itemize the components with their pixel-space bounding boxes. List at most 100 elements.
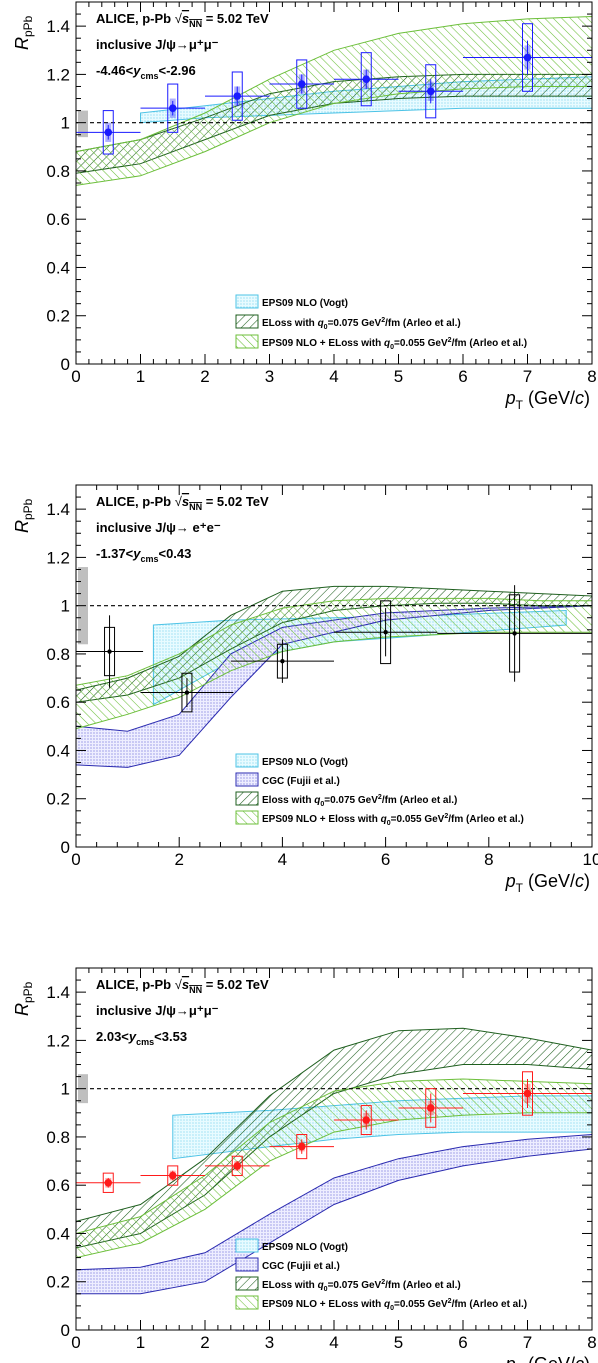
marker xyxy=(362,75,371,84)
y-tick-label: 0.2 xyxy=(46,1273,70,1292)
y-tick-label: 0 xyxy=(61,1321,70,1340)
y-tick-label: 0.4 xyxy=(46,258,70,277)
data-point-5 xyxy=(334,52,399,107)
marker xyxy=(426,1104,435,1112)
marker xyxy=(233,92,242,100)
x-tick-label: 4 xyxy=(329,1333,338,1352)
x-tick-label: 0 xyxy=(71,850,80,869)
y-tick-label: 0.8 xyxy=(46,162,70,181)
y-tick-label: 0.6 xyxy=(46,210,70,229)
data-point-2 xyxy=(140,672,234,713)
legend-swatch-3 xyxy=(235,334,259,349)
plot-area xyxy=(76,1027,592,1295)
y-tick-label: 1.2 xyxy=(46,548,70,567)
x-tick-label: 4 xyxy=(278,850,287,869)
y-tick-label: 1 xyxy=(61,114,70,133)
legend-swatch-3 xyxy=(235,1276,259,1291)
chart-panel-3: 0 1 2 3 4 5 6 7 8 0 0.2 0.4 0.6 0.8 1 1.2 1.4 RpPb pT (GeV… xyxy=(12,967,597,1363)
marker xyxy=(523,1089,532,1098)
y-tick-label: 1.2 xyxy=(46,1031,70,1050)
legend-label-3: ELoss with q0=0.075 GeV2/fm (Arleo et al… xyxy=(262,1279,461,1293)
data-point-2 xyxy=(140,1165,205,1186)
x-tick-label: 8 xyxy=(587,1333,596,1352)
y-tick-label: 0.4 xyxy=(46,741,70,760)
marker xyxy=(280,658,285,664)
model-band-2 xyxy=(76,1133,592,1295)
y-tick-label: 1.4 xyxy=(46,17,70,36)
x-tick-label: 8 xyxy=(484,850,493,869)
marker xyxy=(383,630,388,635)
data-point-2 xyxy=(140,83,205,133)
data-point-3 xyxy=(205,1155,270,1177)
marker xyxy=(168,1171,177,1180)
x-tick-label: 5 xyxy=(394,367,403,386)
marker xyxy=(233,1162,242,1170)
data-point-7 xyxy=(463,23,592,92)
y-tick-label: 0.4 xyxy=(46,1224,70,1243)
data-point-6 xyxy=(398,1088,463,1128)
y-tick-label: 1.2 xyxy=(46,65,70,84)
legend-swatch-1 xyxy=(235,753,259,768)
legend-label-2: ELoss with q0=0.075 GeV2/fm (Arleo et al… xyxy=(262,317,461,331)
data-point-3 xyxy=(205,71,270,121)
legend-label-3: Eloss with q0=0.075 GeV2/fm (Arleo et al… xyxy=(262,794,457,808)
data-point-1 xyxy=(76,615,144,688)
x-tick-label: 1 xyxy=(136,1333,145,1352)
process-label: inclusive J/ψ→μ⁺μ⁻ xyxy=(96,1003,219,1018)
y-tick-label: 0 xyxy=(61,355,70,374)
y-tick-label: 1 xyxy=(61,1080,70,1099)
rapidity-label: -1.37<ycms<0.43 xyxy=(96,546,191,564)
x-tick-label: 10 xyxy=(583,850,598,869)
marker xyxy=(104,1178,113,1187)
legend-swatch-2 xyxy=(235,314,259,329)
data-point-5 xyxy=(437,585,592,682)
legend-swatch-1 xyxy=(235,1238,259,1253)
data-point-3 xyxy=(230,639,334,683)
x-tick-label: 6 xyxy=(458,1333,467,1352)
x-tick-label: 3 xyxy=(265,367,274,386)
process-label: inclusive J/ψ→ e⁺e⁻ xyxy=(96,520,221,535)
y-tick-label: 1.4 xyxy=(46,500,70,519)
x-tick-label: 7 xyxy=(523,367,532,386)
legend-label-4: EPS09 NLO + ELoss with q0=0.055 GeV2/fm … xyxy=(262,1298,527,1312)
y-tick-label: 0.8 xyxy=(46,645,70,664)
x-tick-label: 6 xyxy=(458,367,467,386)
plot-area xyxy=(76,15,592,186)
x-tick-label: 1 xyxy=(136,367,145,386)
legend-label-2: CGC (Fujii et al.) xyxy=(262,1261,340,1272)
legend-swatch-4 xyxy=(235,1295,259,1310)
marker xyxy=(184,690,190,695)
marker xyxy=(104,128,113,137)
legend-label-4: EPS09 NLO + Eloss with q0=0.055 GeV2/fm … xyxy=(262,813,524,827)
rapidity-label: -4.46<ycms<-2.96 xyxy=(96,63,196,81)
x-tick-label: 2 xyxy=(200,1333,209,1352)
marker xyxy=(523,53,532,62)
y-tick-label: 0.6 xyxy=(46,693,70,712)
data-point-7 xyxy=(463,1071,592,1116)
marker xyxy=(426,87,435,96)
x-tick-label: 8 xyxy=(587,367,596,386)
x-tick-label: 5 xyxy=(394,1333,403,1352)
legend-label-1: EPS09 NLO (Vogt) xyxy=(262,298,348,309)
x-tick-label: 3 xyxy=(265,1333,274,1352)
x-tick-label: 2 xyxy=(200,367,209,386)
x-axis-title: pT (GeV/c) xyxy=(505,1354,590,1363)
global-uncertainty-box xyxy=(78,110,88,138)
chart-panel-2: 0 2 4 6 8 10 0 0.2 0.4 0.6 0.8 1 1.2 1.4 RpPb pT (GeV/c… xyxy=(12,484,598,895)
x-tick-label: 2 xyxy=(174,850,183,869)
y-tick-label: 0 xyxy=(61,838,70,857)
y-tick-label: 0.2 xyxy=(46,790,70,809)
marker xyxy=(512,631,517,636)
model-band-4 xyxy=(76,1078,592,1259)
x-tick-label: 4 xyxy=(329,367,338,386)
process-label: inclusive J/ψ→μ⁺μ⁻ xyxy=(96,37,219,52)
x-tick-label: 7 xyxy=(523,1333,532,1352)
legend-label-1: EPS09 NLO (Vogt) xyxy=(262,1242,348,1253)
plot-area xyxy=(76,567,592,768)
legend-swatch-3 xyxy=(235,791,259,806)
y-tick-label: 0.2 xyxy=(46,307,70,326)
y-tick-label: 1 xyxy=(61,597,70,616)
y-tick-label: 0.8 xyxy=(46,1128,70,1147)
marker xyxy=(168,104,177,112)
